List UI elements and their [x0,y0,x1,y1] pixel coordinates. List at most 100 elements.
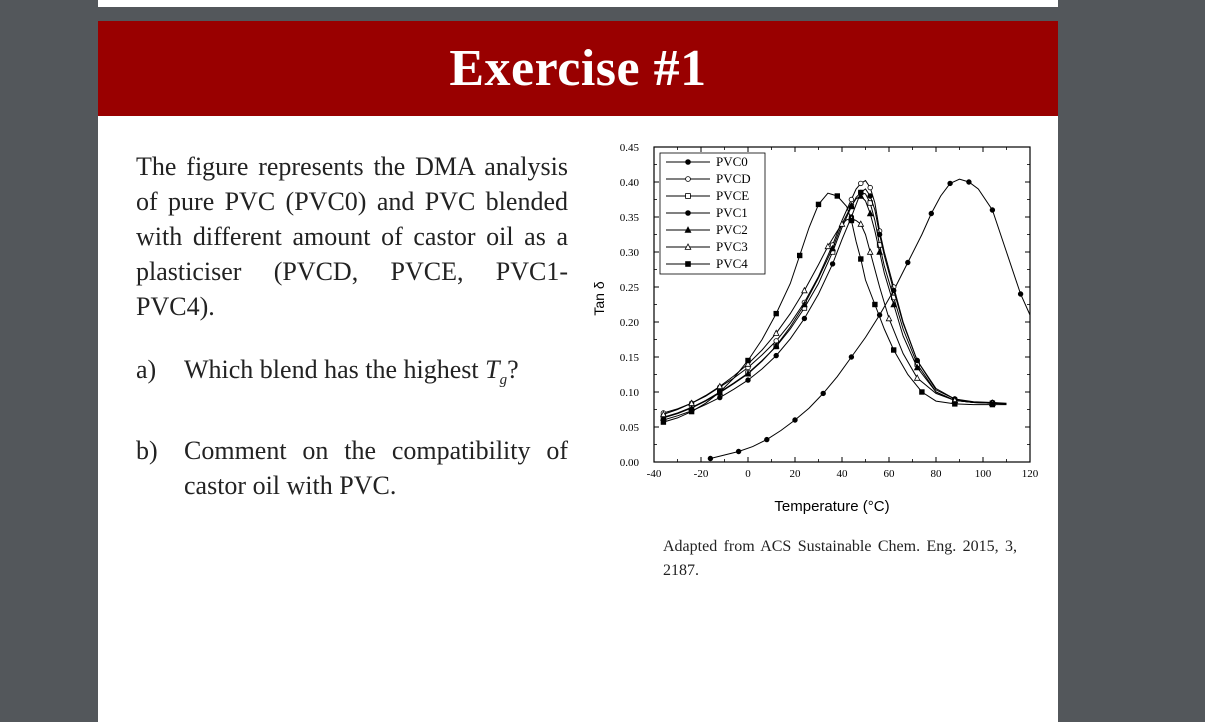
data-point-pvc2 [857,192,865,199]
data-point-pvc0 [966,179,972,185]
x-tick-label: -40 [647,468,662,480]
data-point-pvc3 [866,248,874,255]
y-tick-label: 0.35 [620,212,640,224]
data-point-pvc4 [858,256,864,262]
question-b: b) Comment on the compatibility of castor… [136,433,568,503]
data-point-pvc0 [928,210,934,217]
question-a-end: ? [507,355,519,384]
legend-marker-pvce [685,193,691,199]
tg-subscript: g [499,372,508,389]
legend-marker-pvcd [685,176,691,182]
figure-caption: Adapted from ACS Sustainable Chem. Eng. … [663,538,1017,579]
data-point-pvc2 [876,248,883,255]
question-b-text: Comment on the compatibility of castor o… [184,436,568,501]
data-point-pvc0 [989,207,996,213]
title-bar: Exercise #1 [98,21,1058,116]
question-b-letter: b) [136,436,158,466]
data-point-pvc4 [952,401,958,407]
data-point-pvc4 [815,201,822,208]
y-tick-label: 0.10 [620,387,640,399]
data-point-pvc3 [824,242,832,250]
data-point-pvc4 [717,389,723,395]
data-point-pvc4 [745,357,751,364]
tg-symbol: Tg [485,355,507,388]
data-point-pvc2 [744,370,752,377]
data-point-pvc1 [773,352,779,359]
slide-page: Exercise #1 The figure represents the DM… [98,21,1058,722]
data-point-pvc4 [919,389,925,395]
data-point-pvc1 [829,261,836,267]
data-point-pvc3 [772,329,780,336]
data-point-pvc2 [866,209,874,217]
data-point-pvc1 [717,394,723,401]
series-line-pvc2 [663,195,1007,419]
x-tick-label: 20 [790,468,802,480]
data-point-pvc3 [857,220,865,227]
data-point-pvc3 [688,399,695,406]
data-point-pvc0 [848,354,855,360]
legend-marker-pvc3 [684,243,692,250]
data-point-pvc3 [913,374,921,381]
legend-marker-pvc1 [685,210,691,216]
y-tick-label: 0.00 [620,457,640,469]
data-point-pvc4 [688,408,695,415]
data-point-pvc0 [735,448,742,455]
data-point-pvc1 [745,377,751,383]
x-tick-label: 60 [884,468,896,480]
data-point-pvcd [867,184,873,191]
data-point-pvc4 [890,347,897,353]
data-point-pvc4 [872,301,878,308]
legend-label-pvc0: PVC0 [716,154,748,169]
question-a-letter: a) [136,355,157,384]
y-tick-label: 0.40 [620,177,640,189]
intro-paragraph: The figure represents the DMA analysis o… [136,152,568,321]
question-a-text: Which blend has the highest [184,355,486,384]
previous-page-edge [98,0,1058,7]
x-tick-label: 80 [931,468,943,480]
data-point-pvc0 [764,436,770,443]
data-point-pvc2 [848,202,855,209]
y-tick-label: 0.45 [620,142,640,154]
legend-label-pvc2: PVC2 [716,222,748,237]
y-axis-label: Tan δ [591,281,607,315]
data-point-pvc2 [829,244,836,252]
data-point-pvc4 [989,401,996,408]
data-point-pvc4 [660,419,667,425]
y-tick-label: 0.05 [620,422,640,434]
data-point-pvc4 [848,217,855,224]
dma-figure: -40 -20 0 20 40 60 80 100 120 0.00 0.05 0.10 0.15 0.2… [572,139,1058,539]
data-point-pvc4 [796,252,803,259]
data-point-pvc3 [660,410,667,418]
data-point-pvc1 [914,357,920,364]
x-tick-label: 0 [745,468,751,480]
data-point-pvc1 [867,193,873,199]
series-line-pvc1 [663,188,1007,421]
data-point-pvc1 [876,231,883,238]
x-tick-label: 40 [837,468,849,480]
data-point-pvc3 [838,220,846,227]
legend-label-pvcd: PVCD [716,171,751,186]
data-point-pvc0 [905,259,911,266]
data-point-pvc3 [885,314,893,322]
data-point-pvc0 [1017,291,1024,297]
question-a: a) Which blend has the highest Tg? [136,352,568,398]
legend-marker-pvc4 [685,261,691,267]
slide-title: Exercise #1 [449,40,707,97]
data-point-pvcd [858,180,864,187]
data-point-pvc2 [772,342,780,349]
data-point-pvcd [848,196,855,203]
data-point-pvc0 [820,390,826,397]
x-tick-label: -20 [694,468,709,480]
legend-label-pvc1: PVC1 [716,205,748,220]
legend-label-pvc4: PVC4 [716,256,748,271]
data-point-pvc3 [716,382,724,390]
data-point-pvc0 [792,417,798,423]
x-tick-label: 120 [1022,468,1039,480]
y-tick-label: 0.20 [620,317,640,329]
legend-label-pvce: PVCE [716,188,749,203]
legend-label-pvc3: PVC3 [716,239,748,254]
data-point-pvc0 [947,180,953,187]
y-tick-label: 0.30 [620,247,640,259]
data-point-pvc1 [801,315,808,322]
x-tick-label: 100 [975,468,992,480]
